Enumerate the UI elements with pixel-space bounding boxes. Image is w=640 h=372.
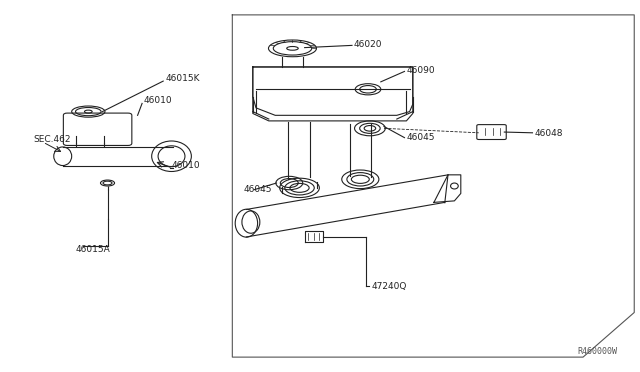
Text: 46015K: 46015K (165, 74, 200, 83)
Text: 46020: 46020 (354, 40, 383, 49)
Text: 46090: 46090 (407, 66, 436, 75)
Text: 47240Q: 47240Q (371, 282, 406, 291)
Text: 46010: 46010 (172, 161, 200, 170)
Text: 46010: 46010 (144, 96, 173, 105)
Text: 46045: 46045 (243, 185, 272, 194)
Text: R460000W: R460000W (578, 347, 618, 356)
Text: 46048: 46048 (534, 129, 563, 138)
Text: SEC.462: SEC.462 (33, 135, 71, 144)
Text: 46015A: 46015A (76, 245, 110, 254)
Text: 46045: 46045 (406, 133, 435, 142)
